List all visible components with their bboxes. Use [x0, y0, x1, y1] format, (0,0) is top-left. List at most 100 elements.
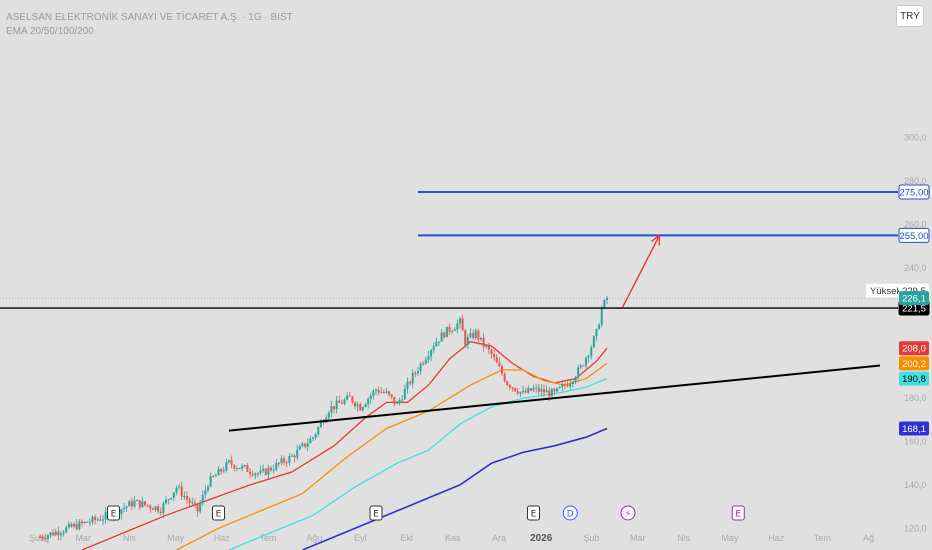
candle: [49, 531, 52, 539]
candle: [154, 505, 157, 513]
candle-body: [67, 523, 70, 528]
candle-body: [564, 384, 566, 386]
candle: [312, 436, 314, 442]
candle: [493, 349, 496, 362]
candle: [390, 394, 393, 400]
projection-arrow: [622, 235, 661, 308]
candle-body: [49, 532, 52, 536]
candle: [277, 462, 280, 468]
candle: [448, 323, 451, 336]
candle: [183, 491, 186, 501]
candle: [70, 522, 73, 528]
candle-body: [430, 350, 433, 357]
candle: [385, 387, 388, 394]
earnings-marker: [527, 505, 540, 521]
candle-body: [440, 332, 443, 342]
candle: [579, 363, 582, 370]
y-tick-label: 160,0: [904, 437, 927, 447]
candle-body: [81, 521, 83, 524]
ema-value-text: 190,8: [902, 374, 926, 385]
event-marker: D: [562, 505, 578, 521]
candle-body: [254, 473, 257, 476]
candle: [280, 455, 283, 465]
candle-body: [409, 381, 412, 384]
candle: [406, 377, 409, 394]
candle-body: [359, 404, 362, 411]
x-tick-label: Ağ: [863, 533, 874, 543]
candle: [220, 467, 223, 476]
candle: [291, 453, 293, 457]
candle-body: [574, 377, 577, 382]
candle-body: [495, 357, 498, 363]
candle: [401, 395, 404, 403]
candle: [514, 387, 517, 393]
candle: [543, 384, 545, 397]
candle-body: [314, 434, 317, 438]
level-tag-text: 255,00: [899, 231, 928, 242]
candle: [330, 400, 333, 418]
candle-body: [490, 349, 493, 355]
candle-body: [480, 337, 482, 340]
split-marker: [620, 505, 636, 521]
candle-body: [183, 496, 186, 498]
candle-body: [136, 500, 139, 502]
candle: [527, 385, 530, 395]
candle: [96, 517, 99, 522]
candle-body: [532, 388, 535, 391]
candle-body: [283, 458, 286, 463]
candle-body: [178, 486, 181, 488]
candle: [440, 328, 443, 342]
candle: [598, 322, 601, 330]
candle-body: [393, 396, 396, 404]
candle: [41, 534, 44, 542]
candle-body: [414, 372, 417, 374]
candle-body: [188, 499, 191, 503]
candle-body: [57, 531, 60, 536]
candle: [128, 499, 131, 507]
indicator-legend: EMA 20/50/100/200: [6, 26, 94, 37]
candle-body: [543, 388, 545, 393]
candle: [503, 371, 506, 383]
candle-body: [401, 399, 404, 401]
candle: [432, 342, 435, 354]
candle-body: [214, 475, 217, 477]
candle: [487, 342, 490, 355]
candle-body: [270, 467, 272, 471]
candle-body: [44, 538, 47, 540]
x-tick-label: Şub: [583, 533, 599, 543]
candle: [351, 395, 354, 405]
candle: [130, 497, 133, 511]
candle-body: [561, 384, 564, 387]
candle-body: [151, 508, 154, 510]
candle-body: [522, 390, 524, 392]
candle: [309, 435, 312, 444]
candle-body: [212, 476, 215, 478]
candle-body: [327, 412, 330, 418]
candle-body: [204, 490, 207, 495]
candle-body: [390, 394, 393, 397]
candle-body: [388, 391, 391, 395]
candle: [606, 295, 608, 305]
candle: [149, 504, 152, 513]
candle-body: [417, 371, 419, 374]
candle-body: [207, 486, 209, 491]
candle: [464, 328, 467, 348]
currency-button[interactable]: TRY: [896, 5, 924, 27]
candle-body: [582, 365, 585, 367]
candle: [188, 496, 191, 507]
candle: [272, 464, 275, 474]
candle-body: [603, 299, 606, 309]
candle-body: [511, 387, 514, 389]
candle-body: [191, 502, 194, 504]
candle-body: [70, 523, 73, 527]
candle: [99, 515, 102, 522]
candle-body: [102, 519, 104, 521]
candle-body: [154, 506, 157, 510]
candle: [422, 360, 425, 366]
candle: [201, 490, 204, 507]
candle-body: [201, 494, 204, 504]
candle: [569, 379, 572, 391]
x-tick-label: Nis: [123, 533, 136, 543]
candle-body: [217, 468, 220, 476]
